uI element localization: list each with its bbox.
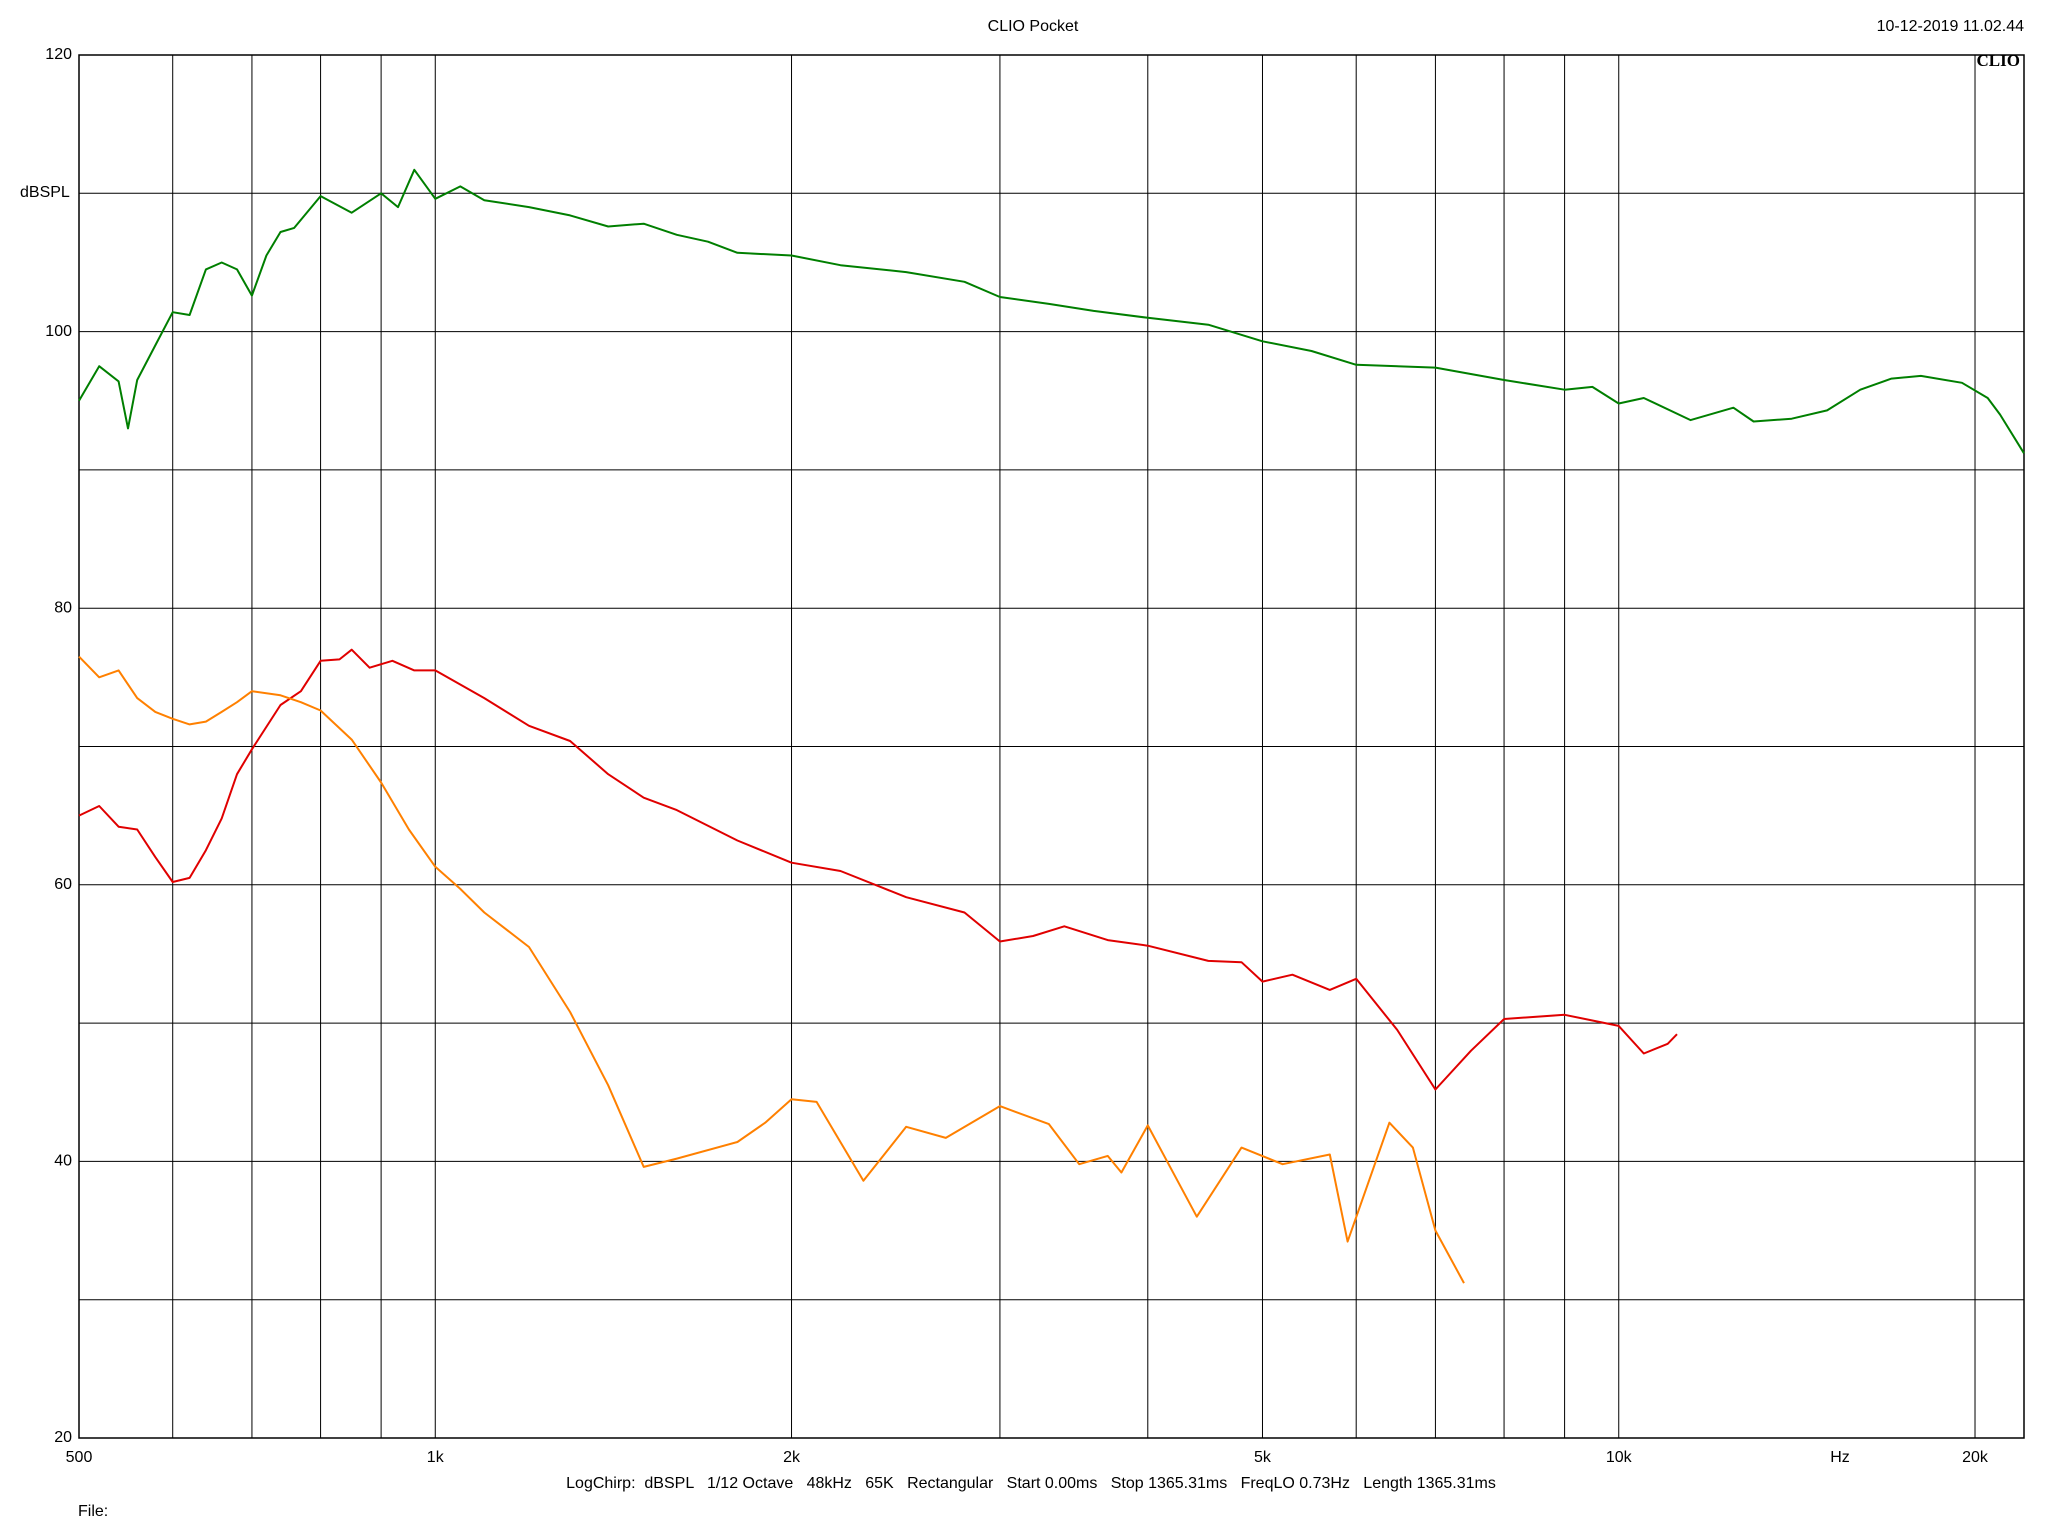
timestamp: 10-12-2019 11.02.44	[1877, 18, 2024, 35]
y-tick-label: 40	[54, 1153, 72, 1170]
series-line	[78, 648, 1678, 1091]
y-tick-label: 80	[54, 599, 72, 616]
y-tick-label: 60	[54, 876, 72, 893]
y-axis-label: dBSPL	[20, 184, 70, 201]
x-tick-label: 1k	[427, 1449, 445, 1466]
x-tick-label: 2k	[783, 1449, 801, 1466]
x-tick-label: 20k	[1962, 1449, 1989, 1466]
y-tick-label: 20	[54, 1429, 72, 1446]
x-tick-label: 500	[66, 1449, 93, 1466]
y-tick-label: 100	[45, 323, 72, 340]
x-tick-label: 5k	[1254, 1449, 1272, 1466]
x-unit: Hz	[1830, 1449, 1850, 1466]
series-line	[78, 168, 2025, 454]
chart-title: CLIO Pocket	[988, 18, 1079, 35]
x-tick-label: 10k	[1606, 1449, 1633, 1466]
file-label: File:	[78, 1503, 108, 1520]
footer: LogChirp: dBSPL 1/12 Octave 48kHz 65K Re…	[566, 1475, 1496, 1492]
logo: CLIO	[1977, 51, 2020, 70]
y-tick-label: 120	[45, 46, 72, 63]
series-line	[78, 655, 1465, 1284]
